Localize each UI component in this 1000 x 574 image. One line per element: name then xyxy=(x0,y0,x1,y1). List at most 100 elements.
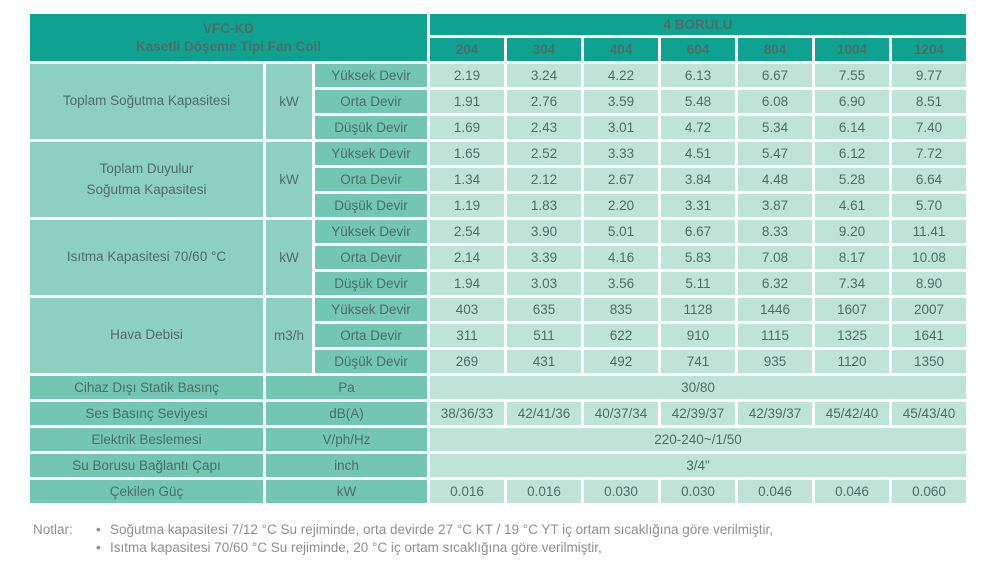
value-cell: 5.70 xyxy=(892,194,966,217)
value-cell: 3.03 xyxy=(507,272,581,295)
row-label: Su Borusu Bağlantı Çapı xyxy=(30,454,263,477)
value-cell: 6.32 xyxy=(738,272,812,295)
section-label-line1: Isıtma Kapasitesi 70/60 °C xyxy=(66,249,227,265)
value-cell: 1.65 xyxy=(430,142,504,165)
model-name: VFC-KD xyxy=(203,20,254,36)
value-cell: 2.19 xyxy=(430,64,504,87)
value-cell: 5.28 xyxy=(815,168,889,191)
value-cell: 431 xyxy=(507,350,581,373)
value-cell: 3.39 xyxy=(507,246,581,269)
value-cell: 5.34 xyxy=(738,116,812,139)
value-cell: 2.20 xyxy=(584,194,658,217)
value-cell: 9.77 xyxy=(892,64,966,87)
value-cell: 38/36/33 xyxy=(430,402,504,425)
value-cell: 0.046 xyxy=(738,480,812,503)
value-cell: 1325 xyxy=(815,324,889,347)
speed-cell: Düşük Devir xyxy=(315,116,427,139)
value-cell: 42/41/36 xyxy=(507,402,581,425)
column-header-204: 204 xyxy=(430,38,504,61)
value-cell: 1641 xyxy=(892,324,966,347)
unit-cell: m3/h xyxy=(266,298,312,373)
value-cell: 2.52 xyxy=(507,142,581,165)
spec-sheet-page: VFC-KD Kasetli Döşeme Tipi Fan Coil 4 BO… xyxy=(0,11,1000,574)
value-cell: 0.030 xyxy=(661,480,735,503)
value-cell: 6.67 xyxy=(738,64,812,87)
value-cell: 311 xyxy=(430,324,504,347)
value-cell: 0.060 xyxy=(892,480,966,503)
value-cell: 8.51 xyxy=(892,90,966,113)
value-cell: 3.33 xyxy=(584,142,658,165)
value-cell: 3.87 xyxy=(738,194,812,217)
value-cell: 11.41 xyxy=(892,220,966,243)
value-cell: 1.91 xyxy=(430,90,504,113)
value-cell: 5.83 xyxy=(661,246,735,269)
value-cell: 622 xyxy=(584,324,658,347)
value-cell: 45/42/40 xyxy=(815,402,889,425)
notes-block: Notlar: Soğutma kapasitesi 7/12 °C Su re… xyxy=(33,521,1000,557)
section-label-line1: Hava Debisi xyxy=(110,327,183,343)
value-cell: 1607 xyxy=(815,298,889,321)
row-label: Çekilen Güç xyxy=(30,480,263,503)
section-label: Toplam Soğutma Kapasitesi xyxy=(30,64,263,139)
note-item: Isıtma kapasitesi 70/60 °C Su rejiminde,… xyxy=(96,539,773,557)
speed-cell: Düşük Devir xyxy=(315,272,427,295)
value-cell: 0.030 xyxy=(584,480,658,503)
value-cell: 1115 xyxy=(738,324,812,347)
column-header-804: 804 xyxy=(738,38,812,61)
unit-cell: inch xyxy=(266,454,427,477)
spanning-value-cell: 30/80 xyxy=(430,376,966,399)
section-label-line1: Toplam Duyulur xyxy=(99,160,194,176)
speed-cell: Yüksek Devir xyxy=(315,220,427,243)
value-cell: 0.046 xyxy=(815,480,889,503)
value-cell: 0.016 xyxy=(430,480,504,503)
value-cell: 2007 xyxy=(892,298,966,321)
row-label: Elektrik Beslemesi xyxy=(30,428,263,451)
value-cell: 6.14 xyxy=(815,116,889,139)
value-cell: 2.14 xyxy=(430,246,504,269)
column-header-604: 604 xyxy=(661,38,735,61)
section-label-line1: Toplam Soğutma Kapasitesi xyxy=(62,93,231,109)
speed-cell: Yüksek Devir xyxy=(315,64,427,87)
value-cell: 7.40 xyxy=(892,116,966,139)
value-cell: 5.48 xyxy=(661,90,735,113)
value-cell: 1.19 xyxy=(430,194,504,217)
value-cell: 8.33 xyxy=(738,220,812,243)
speed-cell: Yüksek Devir xyxy=(315,298,427,321)
row-label: Ses Basınç Seviyesi xyxy=(30,402,263,425)
spec-table: VFC-KD Kasetli Döşeme Tipi Fan Coil 4 BO… xyxy=(27,11,969,506)
speed-cell: Yüksek Devir xyxy=(315,142,427,165)
section-label-line2: Soğutma Kapasitesi xyxy=(86,181,207,197)
value-cell: 4.72 xyxy=(661,116,735,139)
value-cell: 3.01 xyxy=(584,116,658,139)
section-label: Hava Debisi xyxy=(30,298,263,373)
value-cell: 7.08 xyxy=(738,246,812,269)
value-cell: 8.17 xyxy=(815,246,889,269)
model-subtitle: Kasetli Döşeme Tipi Fan Coil xyxy=(135,38,322,54)
value-cell: 6.90 xyxy=(815,90,889,113)
section-label: Isıtma Kapasitesi 70/60 °C xyxy=(30,220,263,295)
value-cell: 42/39/37 xyxy=(661,402,735,425)
value-cell: 3.90 xyxy=(507,220,581,243)
value-cell: 6.12 xyxy=(815,142,889,165)
unit-cell: kW xyxy=(266,64,312,139)
value-cell: 5.47 xyxy=(738,142,812,165)
value-cell: 2.43 xyxy=(507,116,581,139)
row-label: Cihaz Dışı Statik Basınç xyxy=(30,376,263,399)
value-cell: 5.01 xyxy=(584,220,658,243)
value-cell: 1.94 xyxy=(430,272,504,295)
unit-cell: V/ph/Hz xyxy=(266,428,427,451)
value-cell: 2.67 xyxy=(584,168,658,191)
value-cell: 10.08 xyxy=(892,246,966,269)
value-cell: 3.59 xyxy=(584,90,658,113)
value-cell: 0.016 xyxy=(507,480,581,503)
spanning-value-cell: 220-240~/1/50 xyxy=(430,428,966,451)
value-cell: 741 xyxy=(661,350,735,373)
column-header-1004: 1004 xyxy=(815,38,889,61)
value-cell: 3.24 xyxy=(507,64,581,87)
value-cell: 635 xyxy=(507,298,581,321)
value-cell: 40/37/34 xyxy=(584,402,658,425)
value-cell: 910 xyxy=(661,324,735,347)
column-header-404: 404 xyxy=(584,38,658,61)
unit-cell: dB(A) xyxy=(266,402,427,425)
spanning-value-cell: 3/4" xyxy=(430,454,966,477)
